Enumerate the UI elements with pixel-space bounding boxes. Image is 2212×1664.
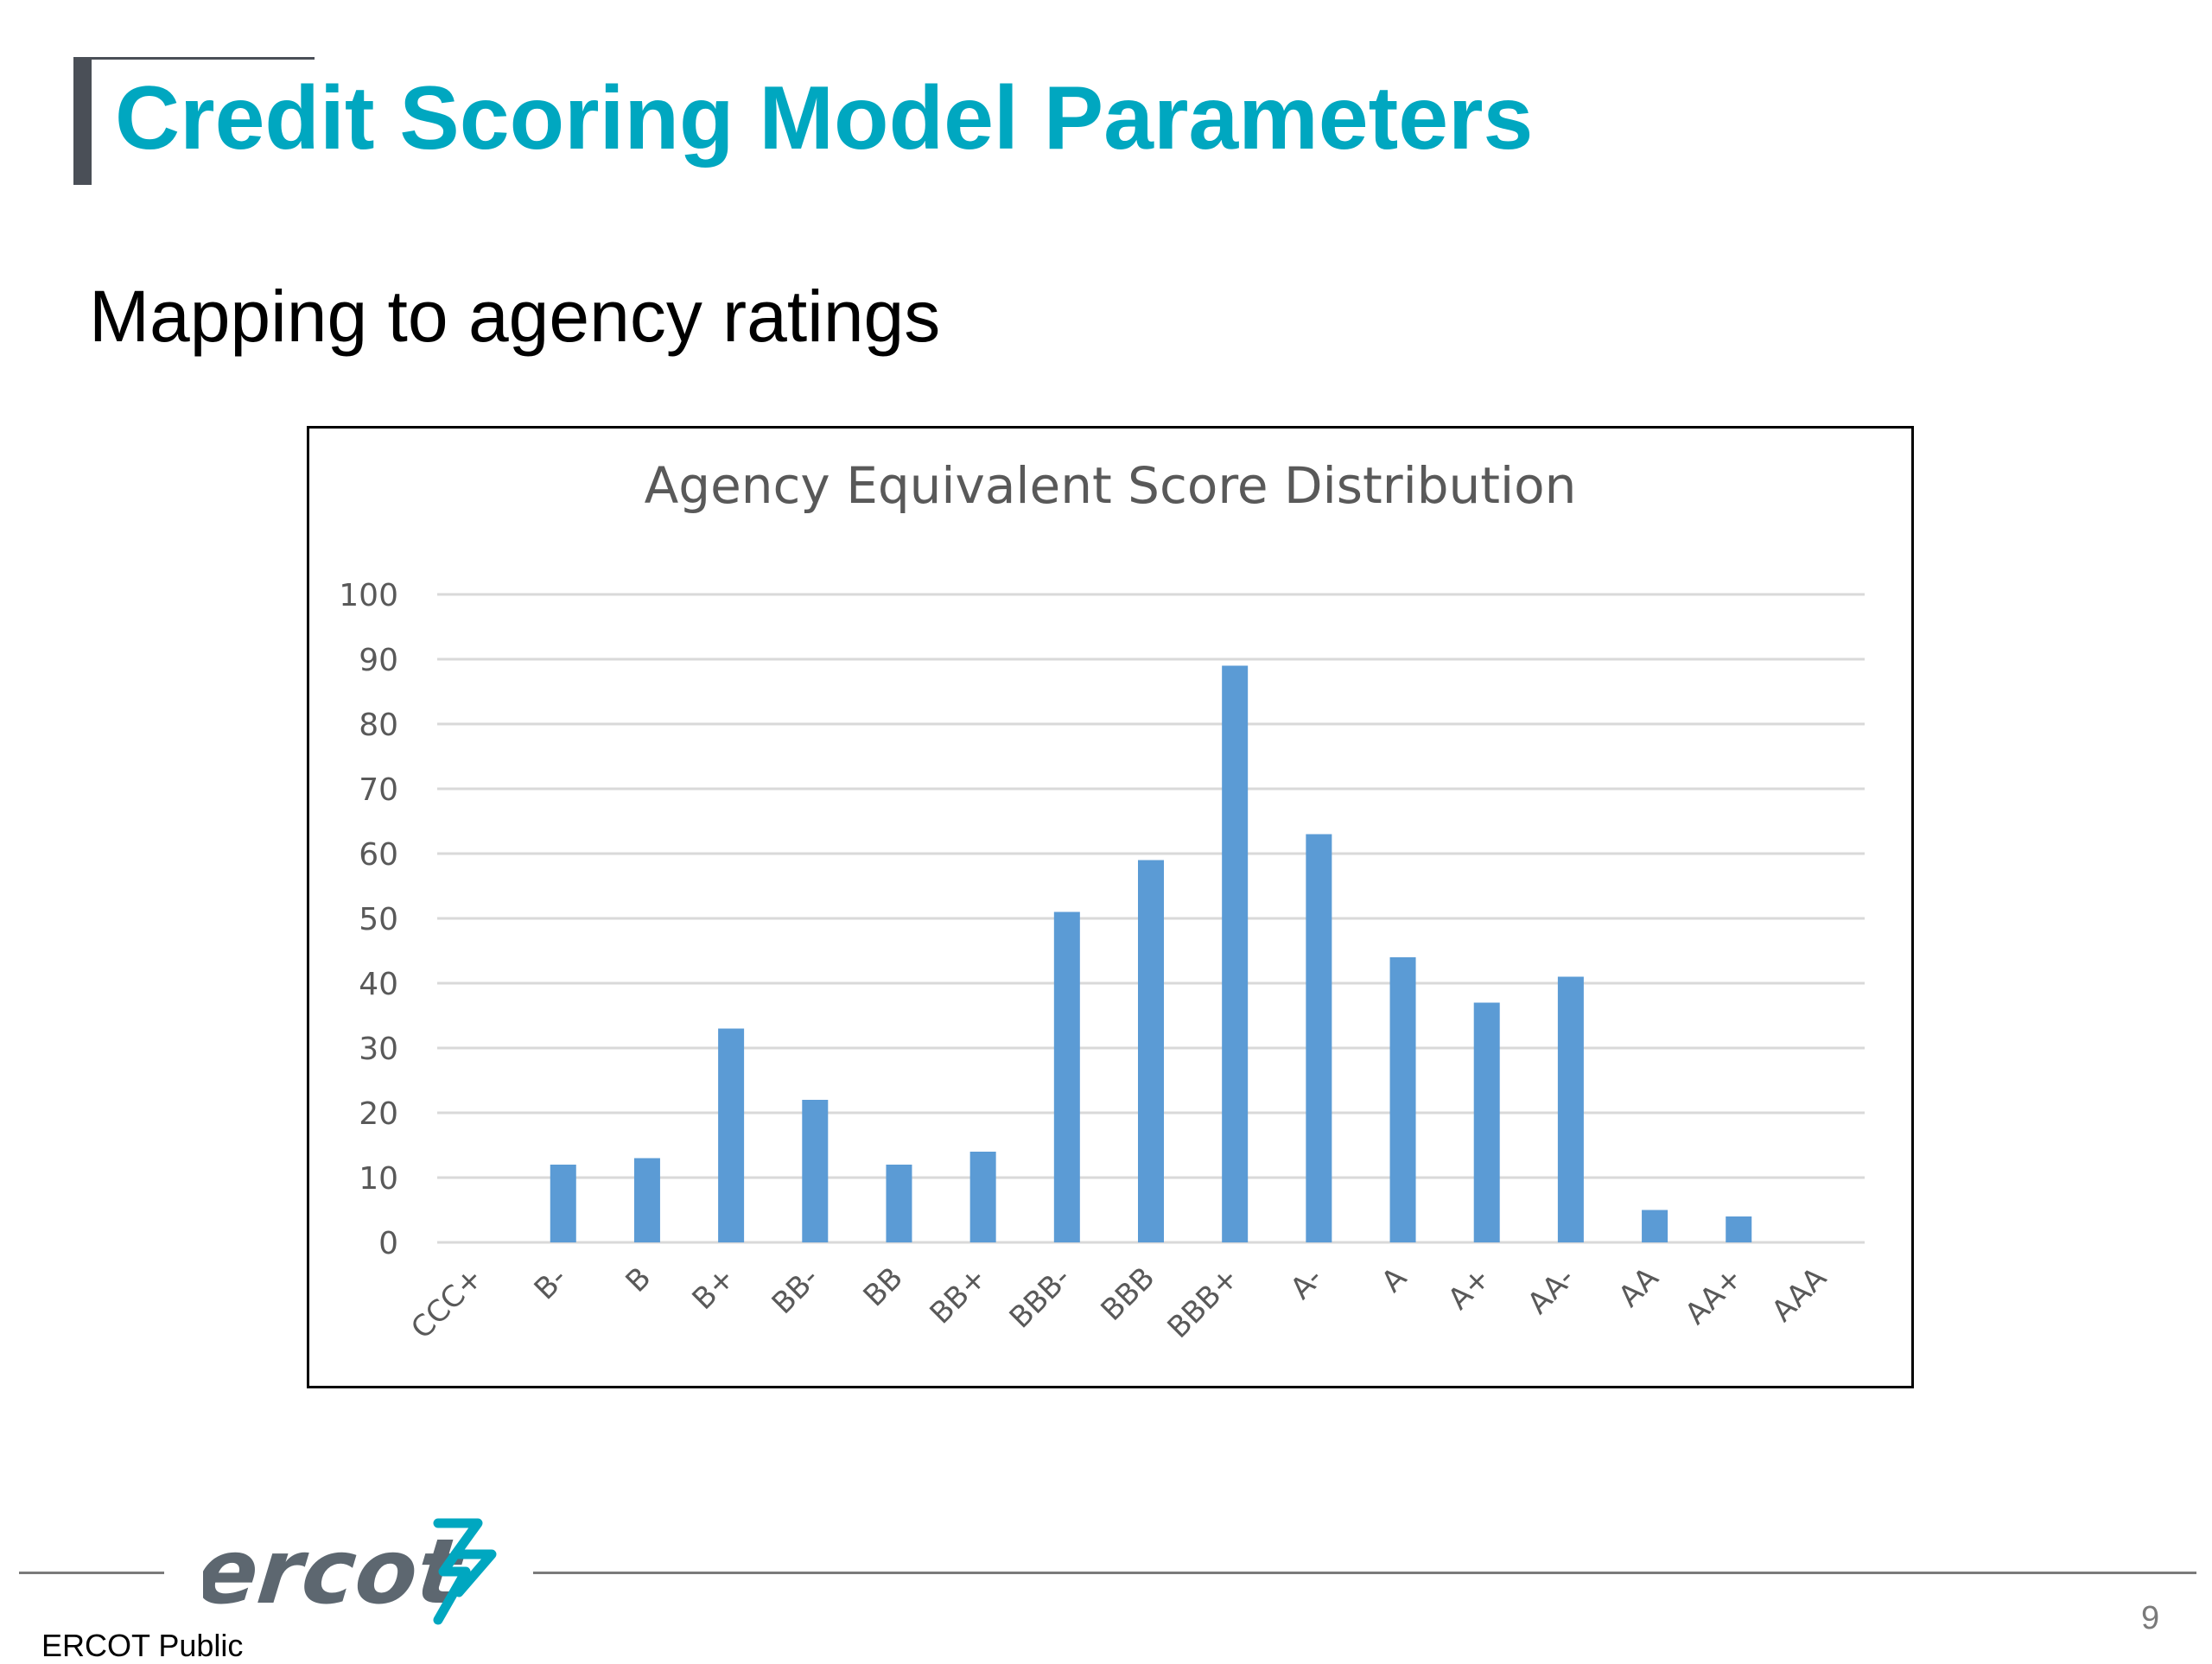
- title-accent-bar: [73, 57, 92, 185]
- footer-rule-right: [533, 1572, 2196, 1574]
- x-tick-label: AA-: [1521, 1261, 1581, 1321]
- y-tick-label: 10: [359, 1161, 398, 1197]
- y-axis-ticks: 0 10 20 30 40 50 60 70 80 90 100: [339, 578, 398, 1261]
- x-tick-label: B-: [528, 1261, 574, 1306]
- bars: [550, 665, 1752, 1242]
- y-tick-label: 30: [359, 1032, 398, 1067]
- bar-bbb-minus: [1053, 911, 1080, 1242]
- x-tick-label: AA+: [1679, 1261, 1750, 1331]
- x-tick-label: BBB-: [1003, 1261, 1077, 1335]
- bar-bb: [886, 1165, 912, 1242]
- x-tick-label: BB+: [924, 1261, 994, 1331]
- x-tick-label: CCC+: [404, 1261, 490, 1346]
- chart-frame: Agency Equivalent Score Distribution 0 10…: [307, 426, 1914, 1388]
- page-number: 9: [2141, 1600, 2160, 1636]
- x-tick-label: A: [1375, 1261, 1414, 1299]
- slide-subtitle: Mapping to agency ratings: [89, 276, 941, 357]
- slide-title: Credit Scoring Model Parameters: [115, 68, 1534, 168]
- bar-a-minus: [1306, 834, 1332, 1242]
- logo-wordmark: ercot: [203, 1519, 469, 1624]
- x-tick-label: BB-: [766, 1261, 826, 1321]
- x-tick-label: B: [620, 1261, 658, 1299]
- bar-bbb: [1138, 860, 1164, 1242]
- x-tick-label: A-: [1284, 1261, 1330, 1306]
- y-tick-label: 50: [359, 902, 398, 937]
- x-tick-label: AA: [1612, 1261, 1666, 1314]
- bar-bb-plus: [969, 1152, 996, 1242]
- chart-title: Agency Equivalent Score Distribution: [645, 456, 1577, 515]
- y-tick-label: 20: [359, 1096, 398, 1132]
- x-tick-label: BB: [857, 1261, 910, 1313]
- bar-aa: [1642, 1210, 1669, 1242]
- footer-rule-left: [19, 1572, 164, 1574]
- y-tick-label: 70: [359, 772, 398, 808]
- y-tick-label: 90: [359, 643, 398, 678]
- bar-a: [1389, 957, 1416, 1242]
- footer-classification: ERCOT Public: [41, 1628, 244, 1663]
- lightning-bolt-icon: [433, 1518, 497, 1625]
- bar-b-plus: [718, 1028, 745, 1242]
- x-tick-label: A+: [1441, 1261, 1497, 1317]
- x-axis-ticks: CCC+ B- B B+ BB- BB BB+ BBB- BBB BBB+ A- A A+ AA- AA AA…: [404, 1261, 1834, 1346]
- x-tick-label: BBB+: [1161, 1261, 1246, 1345]
- y-tick-label: 40: [359, 967, 398, 1002]
- y-tick-label: 0: [378, 1226, 398, 1261]
- bar-a-plus: [1473, 1002, 1500, 1242]
- y-tick-label: 80: [359, 708, 398, 743]
- y-tick-label: 100: [339, 578, 398, 613]
- y-tick-label: 60: [359, 837, 398, 873]
- bar-b-minus: [550, 1165, 576, 1242]
- bar-aa-minus: [1557, 976, 1584, 1242]
- x-tick-label: B+: [686, 1261, 742, 1317]
- ercot-logo: ercot: [192, 1516, 497, 1633]
- title-accent-rule: [92, 57, 315, 60]
- bar-bbb-plus: [1222, 665, 1249, 1242]
- bar-bb-minus: [802, 1100, 829, 1242]
- bar-chart: Agency Equivalent Score Distribution 0 10…: [339, 456, 1865, 1346]
- bar-aa-plus: [1726, 1216, 1752, 1242]
- x-tick-label: BBB: [1095, 1261, 1162, 1328]
- x-tick-label: AAA: [1765, 1261, 1834, 1329]
- bar-b: [633, 1158, 660, 1242]
